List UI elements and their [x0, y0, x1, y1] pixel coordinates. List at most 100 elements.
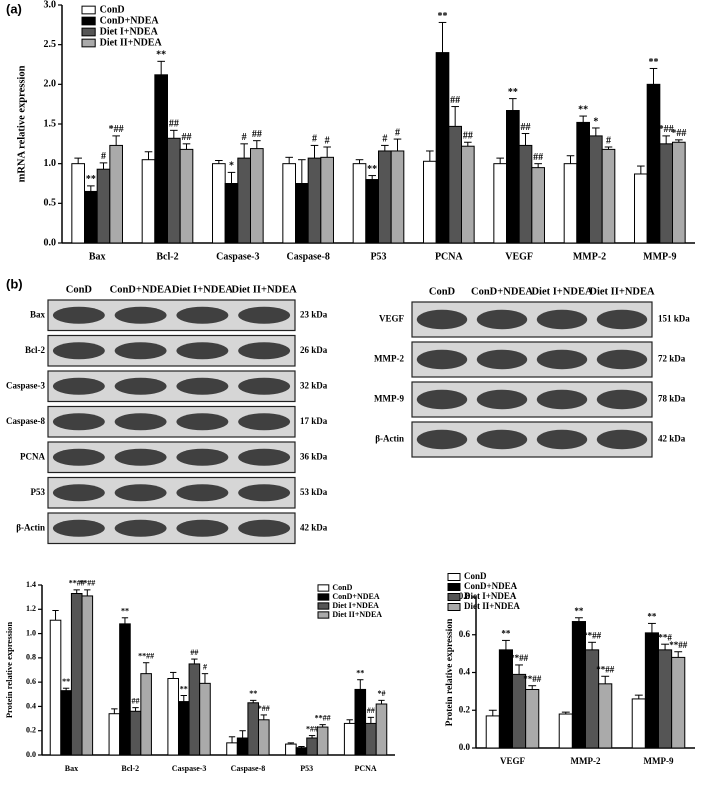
- significance-label: #: [101, 151, 106, 162]
- y-tick-label: 0.2: [459, 704, 471, 714]
- significance-label: #: [242, 132, 247, 143]
- blot-band: [114, 484, 167, 502]
- x-tick-label: VEGF: [500, 756, 526, 766]
- bar: [177, 701, 190, 756]
- blot-band: [52, 484, 105, 502]
- legend-swatch: [447, 573, 461, 581]
- bar: [601, 148, 616, 244]
- bar: [212, 163, 226, 244]
- significance-label: ##: [450, 95, 460, 106]
- bar: [378, 150, 392, 244]
- bar: [109, 144, 123, 244]
- bar: [598, 683, 613, 749]
- bar: [154, 74, 168, 244]
- significance-label: *##: [659, 124, 674, 135]
- blot-row-label: MMP-2: [374, 354, 404, 364]
- blot-band: [238, 342, 291, 360]
- x-tick-label: Caspase-8: [286, 251, 329, 262]
- y-tick-label: 1.0: [26, 628, 36, 637]
- blot-row-label: Caspase-3: [6, 380, 46, 390]
- blot-band: [476, 349, 528, 370]
- bar: [119, 623, 131, 756]
- x-tick-label: PCNA: [435, 251, 464, 262]
- blot-band: [114, 448, 167, 466]
- x-tick-label: Bax: [65, 764, 78, 773]
- significance-label: *: [593, 116, 598, 127]
- significance-label: **##: [138, 652, 154, 661]
- blot-band: [238, 306, 291, 324]
- blot-column-label: ConD+NDEA: [471, 286, 533, 297]
- significance-label: ##: [252, 129, 262, 140]
- blot-band: [114, 342, 167, 360]
- blot-size-label: 72 kDa: [658, 354, 686, 364]
- x-tick-label: MMP-2: [571, 756, 601, 766]
- y-tick-label: 0.0: [44, 237, 57, 248]
- y-tick-label: 1.2: [26, 604, 36, 613]
- y-tick-label: 0.0: [459, 742, 471, 752]
- significance-label: **: [356, 669, 364, 678]
- significance-label: **: [501, 628, 511, 638]
- y-tick-label: 1.4: [26, 580, 36, 589]
- blot-band: [536, 349, 588, 370]
- bar: [435, 52, 450, 244]
- bar: [448, 125, 462, 244]
- y-tick-label: 0.5: [44, 198, 57, 209]
- legend-label: Diet II+NDEA: [464, 601, 520, 611]
- significance-label: *##: [306, 724, 318, 733]
- blot-band: [536, 309, 588, 330]
- blot-row-label: Bcl-2: [25, 345, 45, 355]
- bar: [576, 121, 591, 244]
- blot-band: [238, 377, 291, 395]
- significance-label: #: [325, 135, 330, 146]
- blot-column-label: Diet II+NDEA: [232, 284, 298, 295]
- legend-label: ConD: [464, 571, 487, 581]
- bar: [354, 688, 367, 756]
- bar: [306, 737, 318, 756]
- bar: [141, 159, 156, 244]
- blot-size-label: 36 kDa: [300, 451, 328, 461]
- bar: [498, 649, 513, 749]
- blot-band: [416, 349, 468, 370]
- blot-band: [416, 389, 468, 410]
- legend-label: ConD+NDEA: [332, 592, 379, 601]
- significance-label: ##: [181, 132, 191, 143]
- bar: [365, 179, 379, 244]
- legend-label: Diet I+NDEA: [332, 601, 379, 610]
- blot-band: [238, 413, 291, 431]
- significance-label: **##: [669, 640, 688, 650]
- y-tick-label: 1.0: [44, 158, 57, 169]
- significance-label: ##: [463, 131, 473, 142]
- bar: [108, 713, 121, 756]
- significance-label: **: [249, 689, 257, 698]
- blot-band: [52, 377, 105, 395]
- legend-swatch: [81, 16, 96, 26]
- blot-size-label: 17 kDa: [300, 416, 328, 426]
- significance-label: ##: [132, 696, 140, 705]
- significance-label: **##: [315, 713, 331, 722]
- blot-band: [416, 309, 468, 330]
- bar: [644, 632, 659, 749]
- bar: [249, 148, 264, 244]
- blot-band: [52, 413, 105, 431]
- significance-label: **: [367, 164, 377, 175]
- significance-label: **: [121, 607, 129, 616]
- legend-swatch: [447, 603, 461, 611]
- bar: [320, 156, 334, 244]
- legend-swatch: [81, 5, 96, 15]
- bar: [518, 144, 533, 244]
- blot-column-label: Diet II+NDEA: [589, 286, 655, 297]
- significance-label: **: [578, 104, 588, 115]
- significance-label: **: [86, 174, 96, 185]
- bar: [226, 742, 238, 756]
- x-tick-label: P53: [300, 764, 313, 773]
- blot-column-label: Diet I+NDEA: [531, 286, 593, 297]
- significance-label: ##: [533, 152, 543, 163]
- bar: [167, 137, 181, 244]
- legend-label: Diet I+NDEA: [464, 591, 517, 601]
- bar: [485, 715, 500, 749]
- legend-swatch: [317, 611, 330, 619]
- legend-label: ConD: [100, 4, 125, 15]
- significance-label: *##: [258, 704, 270, 713]
- legend-swatch: [317, 593, 330, 601]
